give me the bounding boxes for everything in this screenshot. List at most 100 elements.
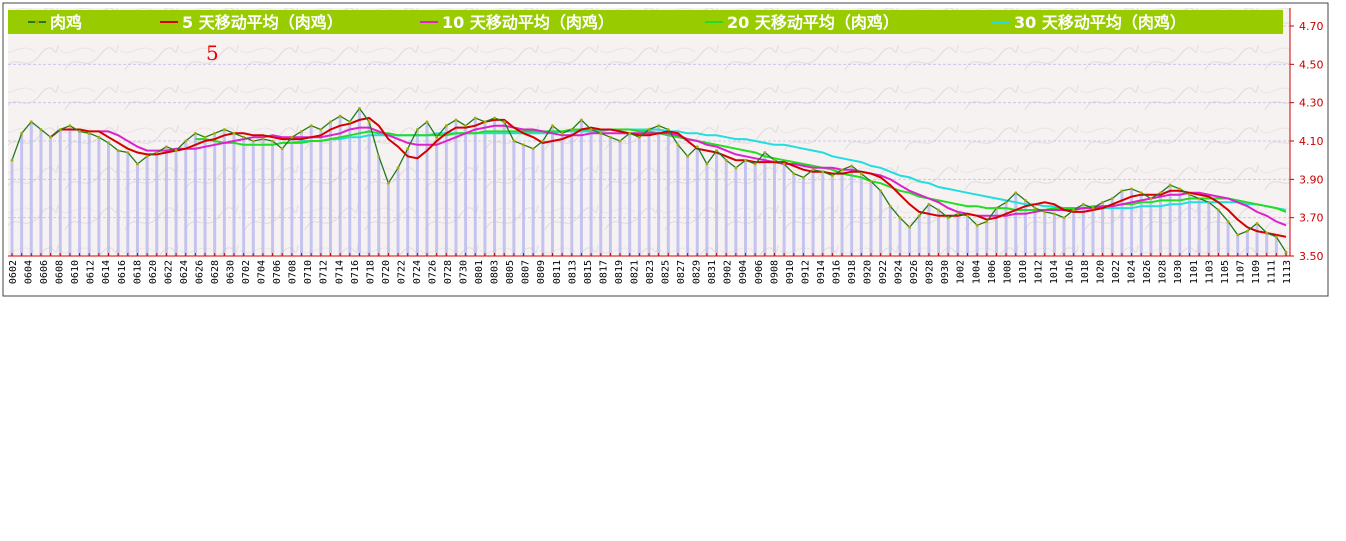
bar: [550, 125, 554, 257]
x-tick-label: 1016: [1065, 260, 1076, 284]
data-point: [995, 206, 998, 210]
data-point: [174, 149, 178, 152]
series-line: [98, 124, 1287, 227]
legend-item: 30 天移动平均（肉鸡）: [992, 13, 1186, 32]
data-point: [1052, 212, 1056, 216]
bar: [386, 183, 390, 256]
data-point: [97, 135, 101, 139]
data-point: [821, 170, 825, 174]
x-tick-label: 0728: [443, 260, 454, 284]
data-point: [551, 124, 554, 128]
data-point: [1101, 200, 1105, 204]
data-point: [1004, 200, 1008, 204]
x-tick-label: 1109: [1251, 260, 1262, 284]
data-point: [406, 147, 410, 151]
x-axis-ticks: 0602 0604 0606 0608 0610 0612 0614 0616 0618 0620…: [8, 253, 1293, 284]
data-point: [358, 107, 361, 110]
legend-item: 肉鸡: [28, 13, 82, 32]
data-point: [946, 216, 950, 220]
data-point: [753, 162, 757, 166]
bar: [1236, 234, 1240, 256]
data-point: [637, 135, 641, 139]
data-point: [290, 135, 294, 139]
x-tick-label: 0724: [412, 260, 423, 284]
data-point: [39, 128, 43, 131]
x-tick-label: 0803: [490, 260, 501, 284]
data-point: [1130, 187, 1133, 191]
data-point: [107, 141, 110, 145]
data-point: [1043, 210, 1047, 214]
bar: [927, 204, 931, 256]
bar: [1216, 210, 1220, 256]
bar: [1023, 200, 1027, 256]
data-point: [1091, 206, 1095, 210]
legend-label: 肉鸡: [50, 13, 82, 32]
bar: [454, 119, 458, 257]
legend-label: 20 天移动平均（肉鸡）: [727, 13, 899, 32]
bar: [666, 129, 670, 256]
x-tick-label: 1030: [1173, 260, 1184, 284]
bar: [840, 169, 844, 256]
data-point: [888, 204, 892, 208]
annotation-label: 5: [206, 41, 219, 65]
legend-item: 5 天移动平均（肉鸡）: [160, 13, 343, 32]
bar: [502, 121, 506, 256]
x-tick-label: 1018: [1080, 260, 1091, 284]
bar: [1255, 223, 1259, 256]
x-tick-label: 0610: [70, 260, 81, 284]
data-point: [599, 131, 603, 135]
data-point: [184, 139, 188, 143]
data-point: [859, 172, 863, 175]
x-tick-label: 1105: [1220, 260, 1231, 284]
bar: [135, 164, 139, 256]
y-tick-label: 4.70: [1299, 20, 1324, 33]
bar: [396, 167, 400, 256]
x-tick-label: 0618: [132, 260, 143, 284]
bar: [1178, 188, 1182, 256]
bar: [966, 215, 969, 256]
x-tick-label: 1111: [1267, 260, 1278, 284]
data-point: [956, 212, 960, 216]
data-point: [628, 131, 632, 135]
bar: [49, 137, 53, 256]
bar: [975, 225, 979, 256]
x-tick-label: 0626: [194, 260, 205, 284]
bar: [724, 160, 728, 256]
data-point: [58, 128, 62, 131]
x-tick-label: 0813: [567, 260, 578, 284]
bar: [628, 133, 632, 256]
x-tick-label: 0710: [303, 260, 314, 284]
data-point: [869, 179, 873, 183]
legend-label: 30 天移动平均（肉鸡）: [1014, 13, 1186, 32]
data-point: [1245, 229, 1249, 233]
bar: [937, 210, 941, 256]
bar: [637, 137, 641, 256]
data-point: [377, 154, 381, 158]
data-point: [917, 214, 921, 218]
data-point: [560, 131, 564, 135]
data-point: [203, 135, 207, 139]
data-point: [116, 149, 120, 152]
data-point: [1255, 222, 1259, 225]
bar: [888, 206, 892, 256]
x-tick-label: 0702: [241, 260, 252, 284]
bar: [309, 125, 313, 257]
x-tick-label: 0926: [909, 260, 920, 284]
bar: [483, 121, 487, 256]
x-tick-label: 0902: [723, 260, 734, 284]
bar: [116, 150, 120, 256]
data-point: [1033, 206, 1037, 210]
x-tick-label: 0924: [894, 260, 905, 284]
data-point: [512, 139, 516, 143]
x-tick-label: 1026: [1142, 260, 1153, 284]
data-point: [338, 114, 342, 118]
data-point: [1159, 191, 1162, 195]
y-axis-ticks: 3.50 3.70 3.90 4.10 4.30 4.50 4.70: [1290, 20, 1324, 263]
x-tick-label: 0912: [800, 260, 811, 284]
bar: [145, 156, 149, 256]
x-tick-label: 0616: [117, 260, 128, 284]
data-point: [966, 214, 969, 218]
bar: [1139, 192, 1143, 256]
bar: [1265, 233, 1269, 256]
